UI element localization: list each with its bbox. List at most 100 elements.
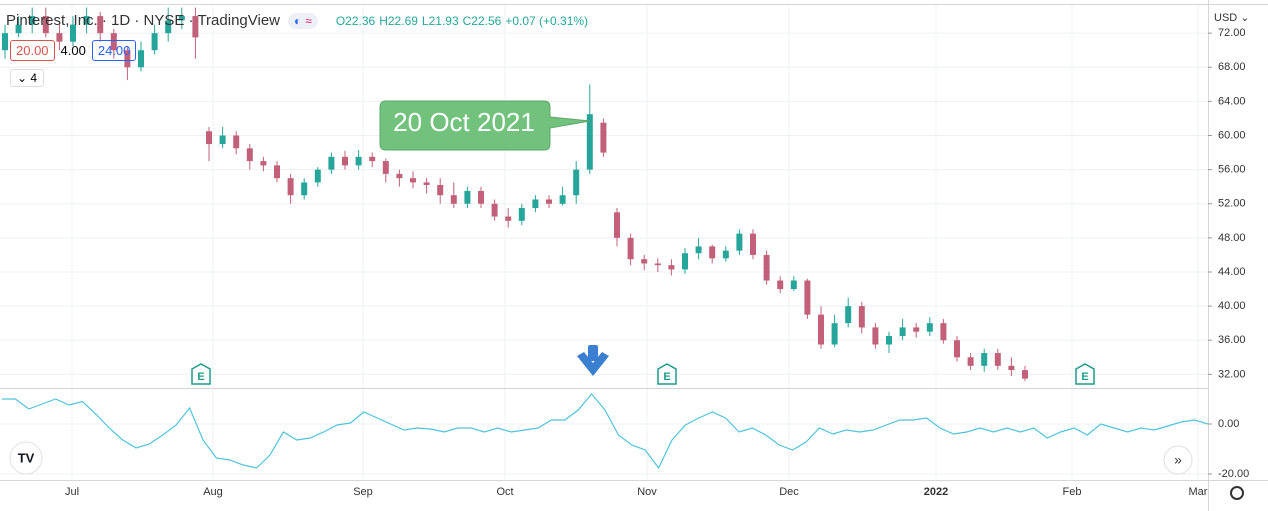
candle-body: [668, 265, 675, 270]
candle-body: [15, 24, 22, 34]
candle-body: [940, 323, 947, 341]
candle-body: [478, 190, 484, 204]
callout-box: [379, 100, 591, 151]
header: Pinterest, Inc. · 1D · NYSE · TradingVie…: [6, 12, 588, 29]
candle-body: [967, 357, 974, 366]
candle-body: [355, 156, 362, 166]
candle-body: [124, 50, 131, 68]
x-tick-label: Dec: [779, 486, 799, 498]
candle-body: [654, 263, 661, 266]
y-tick-label: 68.00: [1218, 61, 1246, 73]
currency-label: USD: [1214, 12, 1238, 24]
candle-body: [178, 16, 185, 21]
y-tick-label: 72.00: [1218, 27, 1246, 39]
candle-body: [219, 135, 226, 145]
candle-body: [804, 280, 811, 315]
open: O22.36: [335, 13, 376, 28]
toggles[interactable]: ◐ ≈: [288, 12, 318, 29]
osc-tick-label: -20.00: [1218, 468, 1249, 480]
candle-body: [722, 250, 729, 259]
candle-body: [192, 16, 199, 38]
candle-body: [464, 190, 471, 204]
candle-body: [151, 33, 158, 51]
candle-body: [641, 259, 648, 264]
candle-body: [423, 182, 430, 185]
low: L21.93: [421, 13, 459, 28]
candle-body: [314, 169, 321, 183]
x-tick-label: 2022: [924, 486, 948, 498]
date-callout: 20 Oct 2021: [379, 100, 591, 151]
indicator-count: 4: [30, 71, 38, 85]
callout-text: 20 Oct 2021: [393, 107, 535, 137]
x-tick-label: Sep: [353, 486, 373, 498]
earnings-marker[interactable]: E: [657, 363, 677, 385]
candle-body: [763, 254, 770, 281]
x-tick-label: Aug: [203, 486, 223, 498]
candle-body: [559, 195, 566, 204]
candle-body: [518, 208, 525, 221]
candle-body: [532, 199, 539, 209]
symbol-title: Pinterest, Inc. · 1D · NYSE · TradingVie…: [6, 12, 280, 29]
oscillator-pane: [2, 393, 1208, 470]
axes: Jul Aug Sep Oct Nov Dec 2022 Feb Mar 32.00 36.00 40…: [65, 27, 1249, 498]
candle-body: [233, 135, 240, 149]
earnings-label: E: [197, 371, 204, 383]
collapsed-indicators[interactable]: ⌄ 4: [10, 69, 45, 87]
candle-body: [926, 323, 933, 332]
y-tick-label: 40.00: [1218, 300, 1246, 312]
candle-body: [42, 16, 49, 34]
input-high[interactable]: 24.00: [91, 40, 137, 61]
candle-body: [994, 353, 1001, 366]
candle-body: [274, 165, 280, 179]
change: +0.07 (+0.31%): [505, 13, 589, 28]
earnings-label: E: [663, 371, 670, 383]
earnings-marker[interactable]: E: [191, 363, 211, 385]
x-tick-label: Feb: [1063, 486, 1082, 498]
candle-body: [83, 16, 90, 25]
candle-body: [600, 122, 607, 153]
candle-body: [437, 184, 444, 196]
candle-body: [491, 203, 498, 217]
candle-body: [614, 212, 620, 238]
input-low[interactable]: 20.00: [10, 40, 55, 61]
candle-body: [246, 148, 253, 162]
ohlc-legend: O22.36 H22.69 L21.93 C22.56 +0.07 (+0.31…: [336, 14, 588, 28]
candle-body: [750, 233, 756, 255]
candle-body: [954, 340, 960, 358]
candle-body: [913, 327, 920, 332]
x-tick-label: Jul: [65, 486, 79, 498]
svg-text:»: »: [1174, 452, 1182, 468]
earnings-label: E: [1081, 371, 1088, 383]
x-tick-label: Mar: [1189, 486, 1208, 498]
candle-body: [709, 246, 716, 259]
y-tick-label: 52.00: [1218, 198, 1246, 210]
candle-body: [165, 20, 172, 34]
candle-body: [396, 173, 403, 179]
scroll-button[interactable]: »: [1163, 445, 1193, 475]
earnings-marker[interactable]: E: [1075, 363, 1095, 385]
candle-body: [682, 253, 688, 270]
y-tick-label: 48.00: [1218, 232, 1246, 244]
candle-body: [695, 246, 702, 254]
candle-body: [872, 327, 879, 345]
candle-body: [790, 280, 797, 290]
currency[interactable]: USD ⌄: [1214, 12, 1250, 24]
candle-body: [450, 195, 457, 204]
settings-icon[interactable]: [1230, 486, 1244, 500]
candle-body: [342, 156, 348, 166]
candle-body: [301, 182, 308, 196]
oscillator-line: [2, 393, 1208, 470]
x-tick-label: Nov: [637, 486, 657, 498]
earnings-badge: [191, 363, 211, 385]
high: H22.69: [379, 13, 418, 28]
candle-body: [505, 216, 512, 221]
y-tick-label: 64.00: [1218, 95, 1246, 107]
candle-body: [586, 114, 593, 170]
y-tick-label: 36.00: [1218, 334, 1246, 346]
x-tick-label: Oct: [496, 486, 513, 498]
candle-body: [546, 199, 552, 204]
candle-body: [981, 353, 988, 366]
candle-body: [138, 50, 144, 68]
